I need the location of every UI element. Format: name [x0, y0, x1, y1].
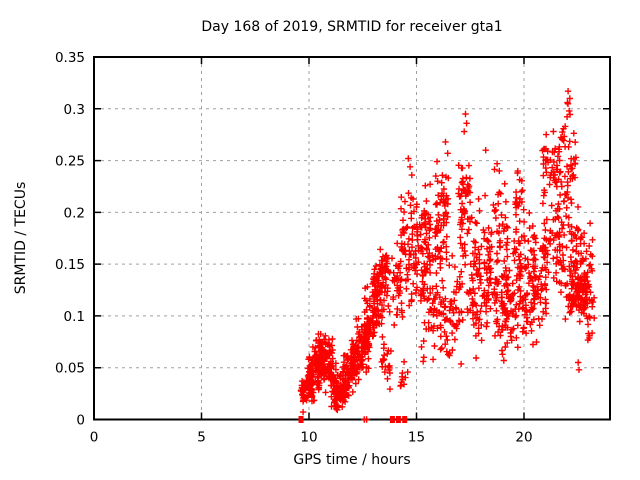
plot-area: 0 5 10 15 20 0 0.05 0.1 0.15 0.2 0.25 0.3 0.35: [55, 50, 611, 446]
x-tick-label: 10: [300, 430, 317, 446]
y-tick-label: 0.05: [55, 361, 85, 377]
x-axis-label: GPS time / hours: [293, 452, 410, 468]
zero-line-square-marker: [389, 416, 395, 423]
zero-line-square-marker: [402, 416, 408, 423]
y-tick-label: 0.3: [64, 102, 85, 118]
plot-border: [93, 56, 611, 421]
chart-title: Day 168 of 2019, SRMTID for receiver gta…: [201, 19, 502, 35]
x-tick-label: 20: [515, 430, 532, 446]
y-tick-label: 0.35: [55, 50, 85, 66]
y-tick-label: 0.1: [64, 309, 85, 325]
x-tick-label: 15: [408, 430, 425, 446]
zero-line-points: [361, 416, 370, 423]
y-tick-label: 0.2: [64, 205, 85, 221]
zero-line-square-marker: [395, 416, 401, 423]
y-tick-label: 0.15: [55, 257, 85, 273]
tick-marks: [93, 56, 610, 421]
y-tick-label: 0.25: [55, 154, 85, 170]
x-tick-label: 5: [197, 430, 206, 446]
data-points: [297, 88, 598, 416]
y-tick-label: 0: [76, 413, 85, 429]
y-axis-label: SRMTID / TECUs: [13, 182, 29, 295]
zero-line-square-marker: [298, 416, 304, 423]
x-tick-label: 0: [90, 430, 99, 446]
